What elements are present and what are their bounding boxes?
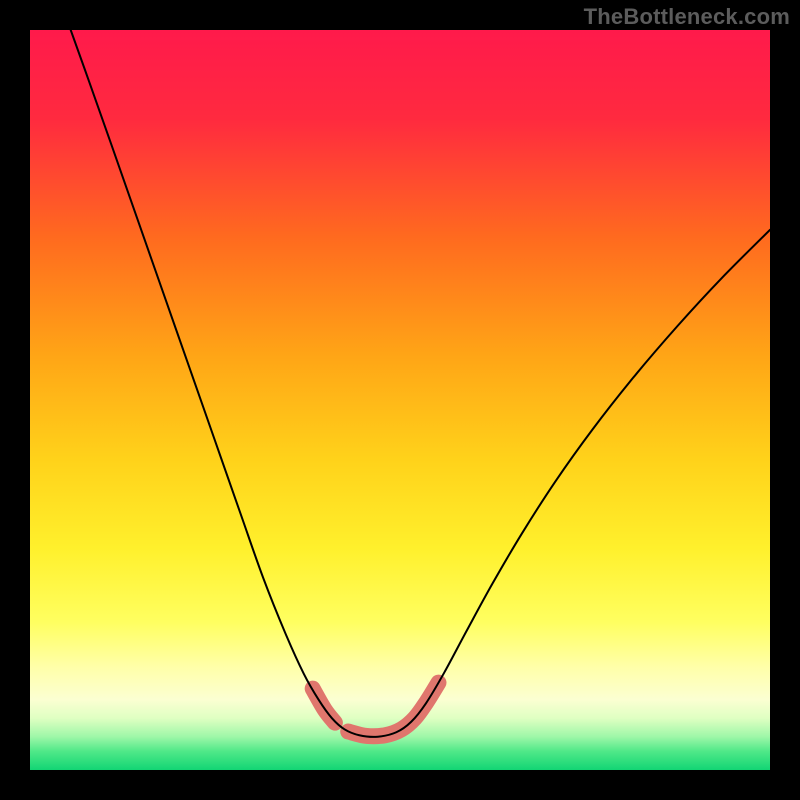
watermark-text: TheBottleneck.com <box>584 4 790 30</box>
plot-background <box>30 30 770 770</box>
bottleneck-chart-svg <box>0 0 800 800</box>
chart-canvas: TheBottleneck.com <box>0 0 800 800</box>
